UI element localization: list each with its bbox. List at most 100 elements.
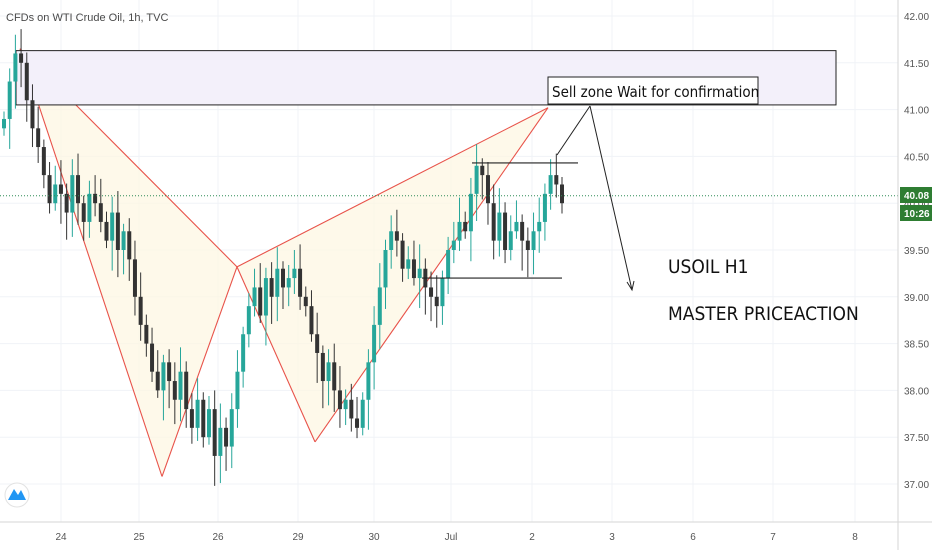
candle-body: [47, 175, 52, 204]
candle-body: [531, 231, 536, 250]
candle-body: [241, 334, 246, 372]
candle-body: [355, 418, 360, 428]
pattern-fill-bcd: [237, 107, 548, 442]
candle-body: [184, 371, 189, 410]
candle-body: [7, 81, 12, 119]
candle-body: [24, 62, 29, 101]
candle-body: [389, 231, 394, 250]
candle-body: [366, 362, 371, 400]
candle-body: [377, 287, 382, 325]
candle-body: [13, 53, 18, 82]
x-tick-label: 26: [212, 532, 224, 543]
symbol-annotation: USOIL H1: [668, 256, 749, 278]
candle-body: [2, 118, 6, 129]
candle-body: [218, 427, 223, 456]
sell-zone-callout-text: Sell zone Wait for confirmation: [552, 83, 759, 101]
candle-body: [201, 399, 206, 438]
current-price-label: 40.08: [904, 191, 929, 202]
candle-body: [87, 193, 92, 222]
candle-body: [343, 399, 348, 410]
chart-title: CFDs on WTI Crude Oil, 1h, TVC: [6, 12, 168, 24]
candles: [2, 29, 564, 486]
candle-body: [315, 334, 320, 353]
y-tick-label: 38.50: [904, 340, 929, 351]
pattern-leg: [19, 48, 163, 477]
x-tick-label: 25: [133, 532, 145, 543]
tradingview-logo[interactable]: [4, 482, 30, 508]
candle-body: [58, 184, 63, 194]
candle-body: [503, 212, 508, 250]
candle-body: [212, 409, 217, 456]
candle-body: [417, 268, 422, 279]
x-tick-label: Jul: [445, 532, 458, 543]
countdown-label: 10:26: [904, 209, 930, 220]
candle-body: [446, 250, 451, 279]
candle-body: [150, 343, 155, 372]
x-tick-label: 24: [55, 532, 67, 543]
y-tick-label: 38.00: [904, 386, 929, 397]
candle-body: [155, 371, 160, 391]
candle-body: [93, 193, 98, 204]
candle-body: [508, 231, 513, 250]
y-tick-label: 42.00: [904, 12, 929, 23]
candle-body: [485, 175, 490, 204]
candle-body: [64, 193, 69, 213]
candle-body: [474, 165, 479, 194]
y-tick-label: 39.50: [904, 246, 929, 257]
candle-body: [70, 175, 75, 213]
candle-body: [110, 212, 115, 241]
candle-body: [178, 371, 183, 400]
candle-body: [36, 128, 41, 148]
y-tick-label: 40.50: [904, 152, 929, 163]
candle-body: [514, 221, 519, 232]
y-tick-label: 40.00: [904, 199, 929, 210]
x-tick-label: 6: [690, 532, 696, 543]
candle-body: [394, 231, 399, 241]
candle-body: [548, 175, 553, 194]
candle-body: [332, 362, 337, 391]
candle-body: [258, 287, 263, 316]
candle-body: [360, 399, 365, 428]
candle-body: [269, 278, 274, 297]
candle-body: [520, 221, 525, 241]
candle-body: [440, 278, 445, 307]
candle-body: [121, 231, 126, 250]
candle-body: [172, 381, 177, 400]
candle-body: [406, 259, 411, 269]
candle-body: [497, 212, 502, 241]
y-tick-label: 37.00: [904, 480, 929, 491]
x-tick-label: 3: [609, 532, 615, 543]
time-axis: 24 25 26 29 30 Jul 2 3 6 7 8: [55, 532, 858, 543]
candle-body: [525, 240, 530, 250]
x-tick-label: 7: [770, 532, 776, 543]
candle-body: [115, 212, 120, 250]
pattern-fill-xab: [20, 48, 237, 477]
candle-body: [292, 268, 297, 279]
price-axis: 42.00 41.50 41.00 40.50 40.00 39.50 39.00 38.50…: [904, 12, 929, 491]
candle-body: [451, 240, 456, 250]
candle-body: [144, 324, 149, 344]
candle-body: [76, 175, 81, 204]
candle-body: [229, 409, 234, 447]
candle-body: [195, 399, 200, 428]
x-tick-label: 2: [529, 532, 535, 543]
y-tick-label: 41.00: [904, 106, 929, 117]
candle-body: [326, 362, 331, 382]
candle-body: [337, 390, 342, 410]
candle-body: [30, 100, 35, 129]
x-tick-label: 29: [292, 532, 304, 543]
candle-body: [281, 268, 285, 288]
harmonic-pattern: [19, 48, 549, 477]
candle-body: [138, 296, 143, 325]
candle-body: [286, 278, 291, 288]
candle-body: [429, 287, 434, 297]
candle-body: [463, 221, 468, 232]
candle-body: [434, 296, 439, 307]
candle-body: [303, 296, 308, 307]
candle-body: [235, 371, 240, 410]
candle-body: [560, 184, 564, 204]
candle-body: [252, 287, 257, 307]
x-tick-label: 8: [852, 532, 858, 543]
current-price-badge: [900, 187, 932, 203]
